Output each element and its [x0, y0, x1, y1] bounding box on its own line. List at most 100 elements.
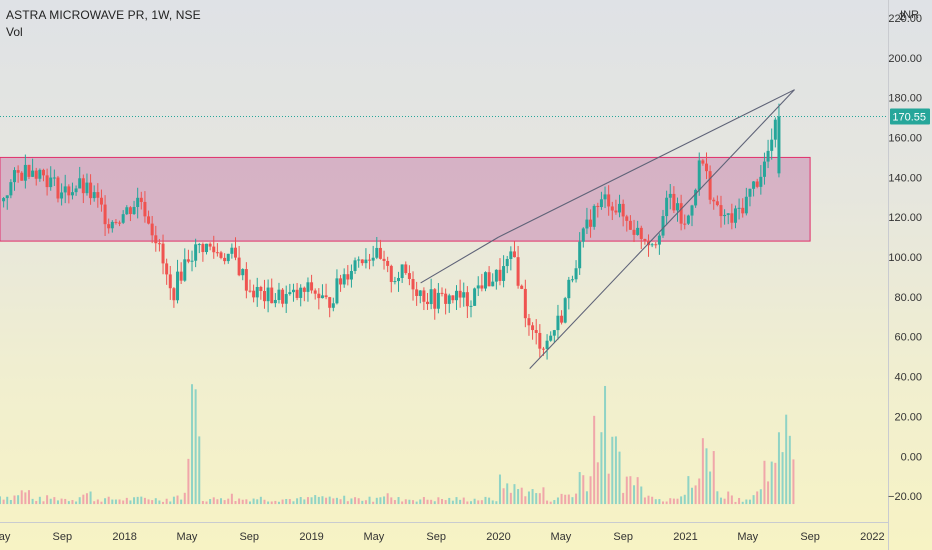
- candle-body: [291, 289, 295, 293]
- volume-bar: [303, 499, 306, 505]
- candle-body: [215, 252, 219, 254]
- candle-body: [411, 278, 415, 290]
- volume-bar: [0, 496, 1, 505]
- candle-body: [368, 259, 372, 261]
- candle-body: [186, 259, 190, 262]
- candle-body: [143, 201, 147, 217]
- candle-body: [741, 207, 745, 214]
- candle-body: [755, 181, 759, 187]
- volume-bar: [17, 495, 20, 505]
- candle-body: [574, 268, 578, 280]
- volume-bar: [270, 501, 273, 505]
- volume-bar: [49, 498, 52, 505]
- candle-body: [483, 272, 487, 289]
- candle-body: [277, 289, 281, 300]
- candle-body: [560, 315, 564, 323]
- volume-bar: [299, 496, 302, 505]
- candle-body: [505, 258, 509, 267]
- candle-body: [520, 285, 524, 289]
- volume-bar: [643, 497, 646, 505]
- candle-body: [382, 258, 386, 261]
- candle-body: [139, 197, 143, 202]
- candle-body: [592, 205, 596, 227]
- candle-body: [676, 203, 680, 211]
- volume-bar: [709, 471, 712, 505]
- volume-bar: [741, 501, 744, 505]
- volume-bar: [274, 500, 277, 505]
- candle-body: [476, 285, 480, 289]
- volume-bar: [716, 491, 719, 505]
- candle-body: [313, 290, 317, 294]
- candle-body: [719, 205, 723, 217]
- volume-bar: [267, 501, 270, 505]
- candle-body: [726, 213, 730, 215]
- candle-body: [306, 282, 310, 292]
- candle-body: [89, 182, 93, 199]
- volume-bar: [78, 497, 81, 505]
- volume-bar: [614, 436, 617, 505]
- volume-bar: [317, 496, 320, 505]
- volume-bar: [93, 501, 96, 505]
- candle-body: [683, 223, 687, 225]
- candle-body: [762, 161, 766, 177]
- candle-body: [38, 169, 42, 179]
- candle-body: [614, 210, 618, 213]
- candle-body: [578, 241, 582, 269]
- candle-body: [255, 286, 259, 298]
- volume-bar: [412, 500, 415, 505]
- y-tick-label: 120.00: [888, 212, 922, 224]
- candle-body: [625, 216, 629, 221]
- volume-bar: [748, 499, 751, 505]
- candle-body: [121, 214, 125, 223]
- candle-body: [618, 203, 622, 213]
- y-tick-label: 40.00: [894, 372, 922, 384]
- candle-body: [281, 289, 285, 304]
- volume-bar: [277, 501, 280, 505]
- candle-body: [581, 228, 585, 242]
- candle-body: [233, 247, 237, 258]
- volume-bar: [42, 501, 45, 505]
- candle-body: [766, 150, 770, 162]
- volume-bar: [194, 389, 197, 505]
- volume-bar: [745, 499, 748, 505]
- volume-bar: [669, 498, 672, 505]
- candle-body: [190, 260, 194, 262]
- volume-bar: [310, 497, 313, 505]
- volume-bar: [147, 499, 150, 505]
- candle-body: [679, 203, 683, 224]
- volume-bar: [325, 497, 328, 505]
- x-tick-label: 2018: [112, 531, 136, 543]
- candle-body: [154, 235, 158, 244]
- candle-body: [672, 193, 676, 211]
- candle-body: [81, 178, 85, 194]
- volume-bar: [495, 501, 498, 505]
- candle-body: [603, 194, 607, 200]
- volume-bar: [332, 498, 335, 505]
- candle-body: [436, 292, 440, 309]
- candle-body: [451, 295, 455, 301]
- candle-body: [708, 171, 712, 200]
- candle-body: [288, 292, 292, 295]
- volume-bar: [546, 500, 549, 505]
- candle-body: [45, 175, 49, 188]
- candle-body: [364, 259, 368, 264]
- volume-bar: [473, 498, 476, 505]
- volume-bar: [571, 497, 574, 505]
- candle-body: [733, 208, 737, 223]
- candle-body: [212, 246, 216, 253]
- volume-bar: [136, 496, 139, 505]
- candle-body: [773, 119, 777, 140]
- volume-bar: [596, 462, 599, 505]
- volume-bar: [785, 414, 788, 505]
- candle-body: [324, 295, 328, 298]
- candle-body: [744, 196, 748, 214]
- volume-bar: [781, 452, 784, 505]
- candle-body: [737, 207, 741, 209]
- candle-body: [516, 257, 520, 286]
- volume-bar: [321, 496, 324, 505]
- volume-bar: [433, 501, 436, 505]
- volume-bar: [622, 492, 625, 505]
- candle-body: [328, 297, 332, 308]
